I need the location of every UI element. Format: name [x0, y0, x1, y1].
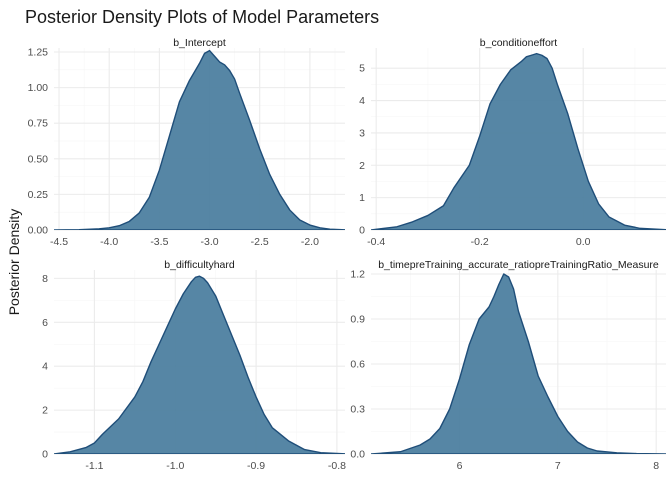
facet-panel: b_timepreTraining_accurate_ratiopreTrain… — [350, 259, 666, 472]
facet-title: b_timepreTraining_accurate_ratiopreTrain… — [378, 259, 659, 271]
facet-panel: b_difficultyhard -1.1 -1.0 -0.9 -0.8 0 2 4 6 8 — [42, 259, 346, 472]
facet-panel: b_conditioneffort -0.4 -0.2 0.0 0 1 2 3 4 5 — [359, 37, 666, 248]
y-tick-label: 5 — [359, 63, 365, 75]
x-tick-label: -2.5 — [251, 236, 269, 248]
y-tick-label: 2 — [42, 405, 48, 417]
x-tick-label: -0.2 — [471, 236, 489, 248]
density-area — [371, 52, 666, 230]
x-tick-label: -3.0 — [200, 236, 218, 248]
y-tick-label: 4 — [42, 361, 48, 373]
x-tick-label: 0.0 — [576, 236, 591, 248]
facet-title: b_conditioneffort — [480, 37, 558, 49]
x-tick-label: -1.1 — [85, 460, 103, 472]
x-tick-label: -4.0 — [100, 236, 118, 248]
y-tick-label: 0.9 — [350, 314, 365, 326]
y-tick-label: 0.6 — [350, 359, 365, 371]
facet-panels: b_Intercept-4.5 -4.0 -3.5 -3.0 -2.5 -2.00.000… — [28, 37, 666, 472]
density-area — [371, 273, 666, 454]
facet-panel: b_Intercept -4.5 -4.0 -3.5 -3.0 -2.5 -2.0 0.00 0… — [28, 37, 345, 248]
x-tick-label: 7 — [555, 460, 561, 472]
y-tick-label: 0.25 — [28, 189, 49, 201]
y-tick-label: 1.00 — [28, 82, 49, 94]
x-tick-label: -0.4 — [367, 236, 385, 248]
density-area — [54, 49, 345, 230]
y-tick-label: 0.75 — [28, 118, 49, 130]
y-axis-label: Posterior Density — [6, 209, 22, 316]
y-tick-label: 1 — [359, 192, 365, 204]
x-tick-label: -0.8 — [328, 460, 346, 472]
x-tick-label: -4.5 — [50, 236, 68, 248]
x-tick-label: -0.9 — [247, 460, 265, 472]
y-tick-label: 6 — [42, 317, 48, 329]
facet-title: b_Intercept — [173, 37, 226, 49]
x-tick-label: 6 — [457, 460, 463, 472]
y-tick-label: 0.00 — [28, 225, 49, 237]
x-tick-label: -1.0 — [166, 460, 184, 472]
x-tick-label: -2.0 — [301, 236, 319, 248]
y-tick-label: 1.25 — [28, 47, 49, 59]
facet-title: b_difficultyhard — [164, 259, 235, 271]
x-tick-label: 8 — [653, 460, 659, 472]
y-tick-label: 2 — [359, 160, 365, 172]
density-area — [54, 275, 345, 454]
y-tick-label: 1.2 — [350, 269, 365, 281]
x-tick-label: -3.5 — [150, 236, 168, 248]
y-tick-label: 0.50 — [28, 153, 49, 165]
y-tick-label: 4 — [359, 95, 365, 107]
y-tick-label: 0.0 — [350, 449, 365, 461]
y-tick-label: 8 — [42, 273, 48, 285]
figure-title: Posterior Density Plots of Model Paramet… — [25, 7, 379, 27]
y-tick-label: 3 — [359, 127, 365, 139]
y-tick-label: 0.3 — [350, 404, 365, 416]
y-tick-label: 0 — [359, 225, 365, 237]
y-tick-label: 0 — [42, 449, 48, 461]
